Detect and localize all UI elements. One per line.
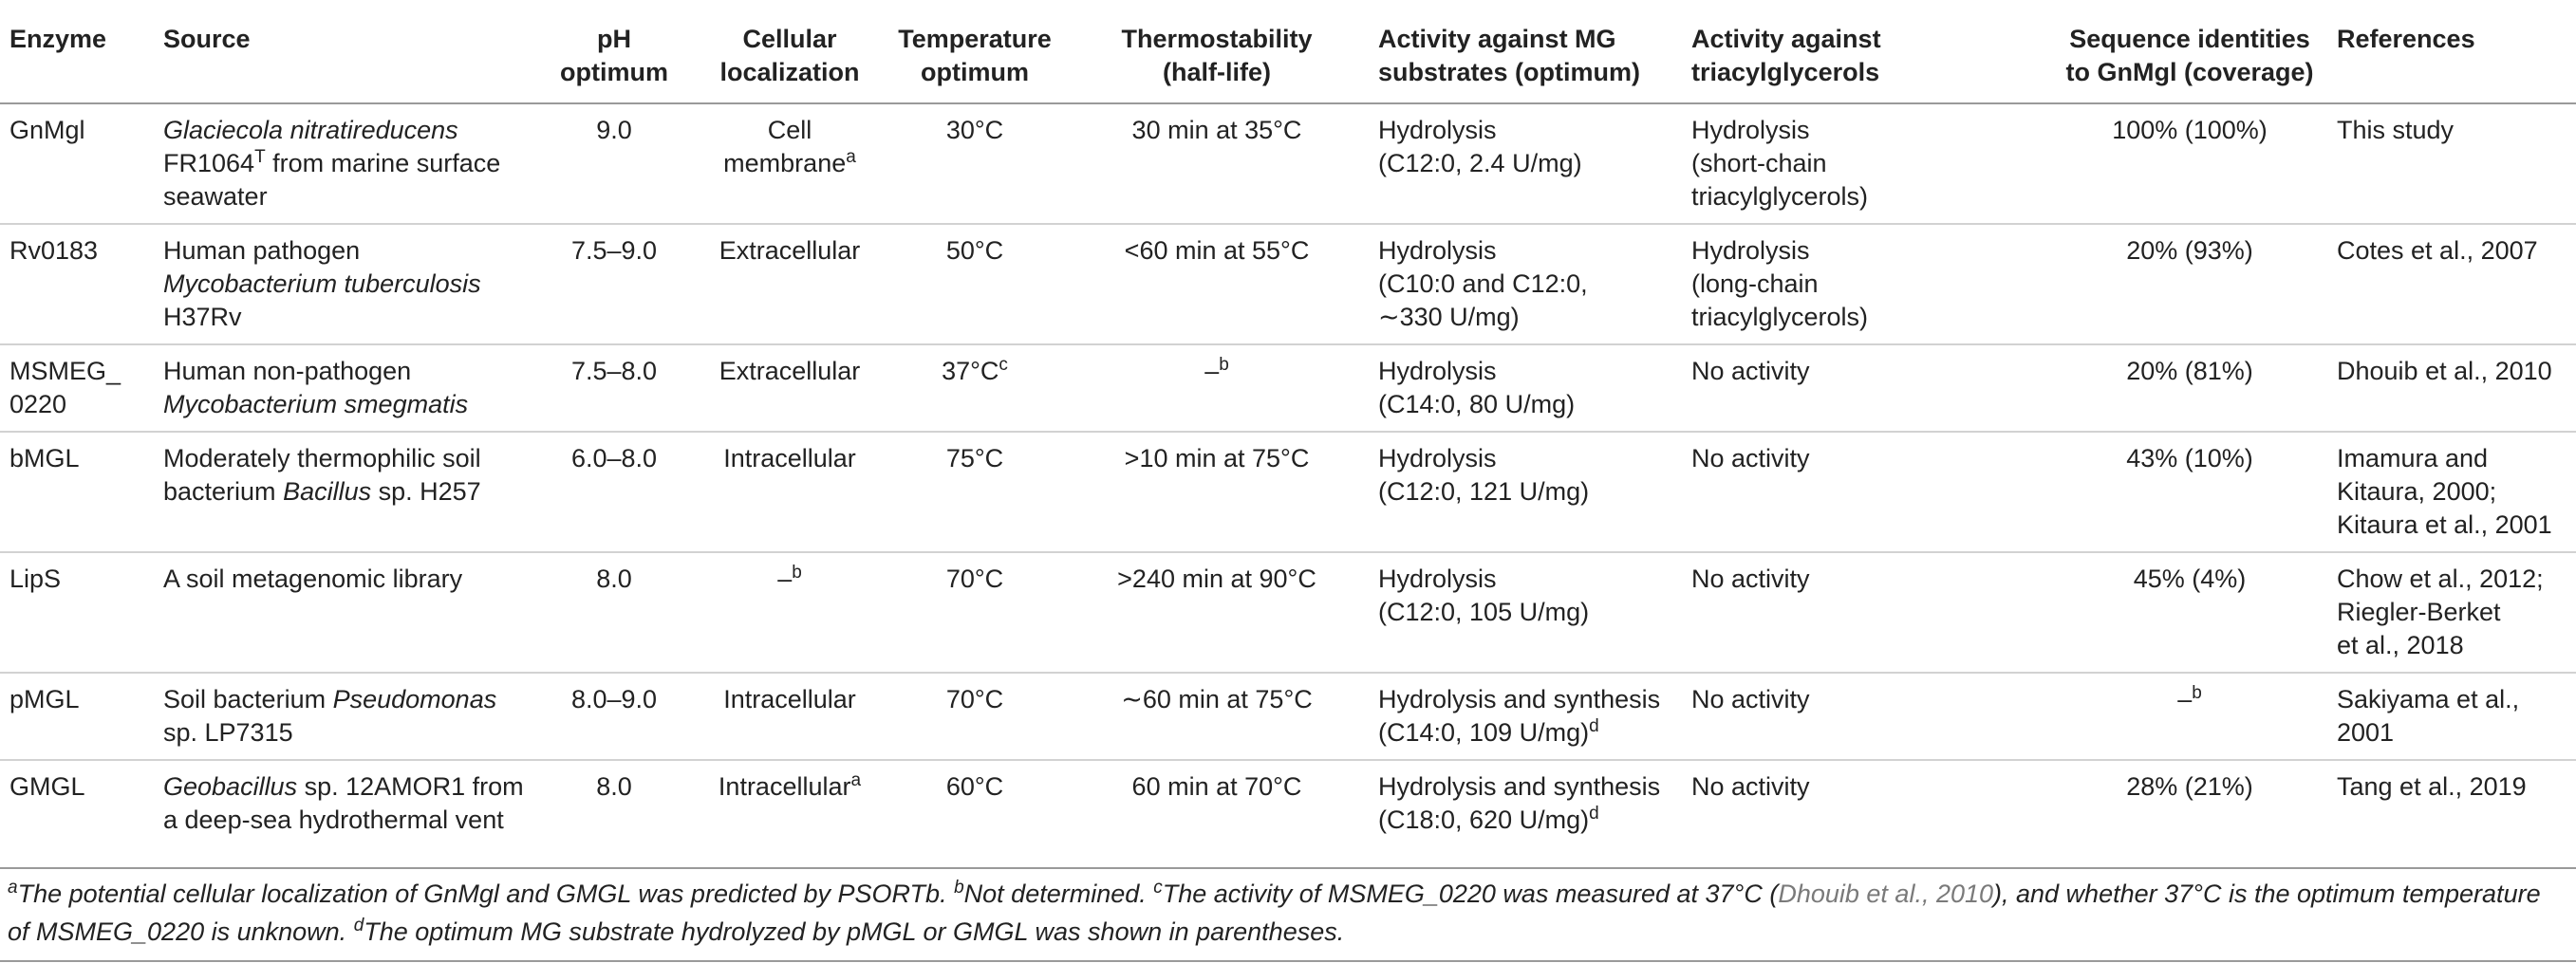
header-mg-activity: Activity against MG substrates (optimum): [1378, 25, 1641, 86]
cell-localization: Extracellular: [719, 236, 861, 265]
table-footnote: aThe potential cellular localization of …: [0, 867, 2576, 962]
cell-tag-activity: No activity: [1691, 772, 1810, 801]
cell-thermostability: ∼60 min at 75°C: [1121, 685, 1313, 713]
cell-thermostability: 60 min at 70°C: [1131, 772, 1302, 801]
cell-source: Glaciecola nitratireducens FR1064T from m…: [163, 116, 501, 211]
cell-localization: Intracellular: [723, 685, 856, 713]
cell-thermostability: 30 min at 35°C: [1131, 116, 1302, 144]
cell-temperature: 30°C: [945, 116, 1004, 144]
cell-temperature: 60°C: [945, 772, 1004, 801]
table-row: GnMgl Glaciecola nitratireducens FR1064T …: [0, 103, 2576, 224]
cell-ph: 7.5–8.0: [570, 357, 658, 385]
cell-source: Moderately thermophilic soil bacterium B…: [163, 444, 481, 506]
header-ph-optimum: pH optimum: [560, 25, 668, 86]
cell-ph: 9.0: [596, 116, 632, 144]
cell-sequence-identity: 100% (100%): [2112, 116, 2268, 144]
header-temperature-optimum: Temperature optimum: [898, 25, 1052, 86]
cell-tag-activity: Hydrolysis (long-chain triacylglycerols): [1691, 236, 1869, 331]
cell-reference: Dhouib et al., 2010: [2337, 357, 2552, 385]
cell-sequence-identity: 20% (93%): [2126, 236, 2253, 265]
cell-mg-activity: Hydrolysis (C10:0 and C12:0, ∼330 U/mg): [1378, 236, 1588, 331]
cell-thermostability: >240 min at 90°C: [1117, 565, 1316, 593]
cell-source: Geobacillus sp. 12AMOR1 from a deep-sea …: [163, 772, 524, 834]
cell-temperature: 37°Cc: [942, 355, 1008, 385]
cell-sequence-identity: 20% (81%): [2126, 357, 2253, 385]
cell-localization: Cell membranea: [723, 116, 856, 177]
cell-mg-activity: Hydrolysis (C14:0, 80 U/mg): [1378, 357, 1576, 418]
cell-tag-activity: No activity: [1691, 444, 1810, 472]
cell-mg-activity: Hydrolysis (C12:0, 2.4 U/mg): [1378, 116, 1582, 177]
cell-reference: Imamura and Kitaura, 2000; Kitaura et al…: [2337, 444, 2552, 539]
header-references: References: [2337, 25, 2475, 53]
cell-enzyme: GMGL: [9, 772, 85, 801]
cell-reference: Tang et al., 2019: [2337, 772, 2527, 801]
data-table: Enzyme Source pH optimum Cellular locali…: [0, 9, 2576, 846]
cell-enzyme: MSMEG_ 0220: [9, 357, 121, 418]
cell-temperature: 70°C: [945, 565, 1004, 593]
table-row: MSMEG_ 0220 Human non-pathogen Mycobacter…: [0, 344, 2576, 432]
cell-thermostability: >10 min at 75°C: [1124, 444, 1310, 472]
cell-enzyme: bMGL: [9, 444, 80, 472]
header-source: Source: [163, 25, 251, 53]
cell-thermostability: –b: [1204, 355, 1229, 385]
cell-localization: Intracellular: [723, 444, 856, 472]
header-enzyme: Enzyme: [9, 25, 107, 53]
cell-ph: 8.0–9.0: [570, 685, 658, 713]
table-row: GMGL Geobacillus sp. 12AMOR1 from a deep…: [0, 760, 2576, 846]
cell-mg-activity: Hydrolysis and synthesis (C18:0, 620 U/m…: [1378, 772, 1661, 834]
cell-enzyme: Rv0183: [9, 236, 99, 265]
cell-thermostability: <60 min at 55°C: [1124, 236, 1310, 265]
cell-source: A soil metagenomic library: [163, 565, 463, 593]
cell-ph: 6.0–8.0: [570, 444, 658, 472]
cell-mg-activity: Hydrolysis (C12:0, 105 U/mg): [1378, 565, 1590, 626]
cell-tag-activity: No activity: [1691, 565, 1810, 593]
header-cellular-localization: Cellular localization: [719, 25, 860, 86]
cell-sequence-identity: –b: [2177, 683, 2202, 713]
cell-ph: 8.0: [596, 772, 632, 801]
cell-source: Soil bacterium Pseudomonas sp. LP7315: [163, 685, 497, 747]
cell-mg-activity: Hydrolysis and synthesis (C14:0, 109 U/m…: [1378, 685, 1661, 747]
cell-reference: Chow et al., 2012; Riegler-Berket et al.…: [2337, 565, 2544, 659]
cell-tag-activity: Hydrolysis (short-chain triacylglycerols…: [1691, 116, 1869, 211]
cell-temperature: 70°C: [945, 685, 1004, 713]
cell-localization: Intracellulara: [718, 770, 862, 801]
cell-localization: –b: [777, 563, 802, 593]
table-row: LipS A soil metagenomic library 8.0 –b 7…: [0, 552, 2576, 673]
cell-ph: 8.0: [596, 565, 632, 593]
header-thermostability: Thermostability (half-life): [1121, 25, 1313, 86]
table-row: Rv0183 Human pathogen Mycobacterium tuber…: [0, 224, 2576, 344]
table-row: bMGL Moderately thermophilic soil bacter…: [0, 432, 2576, 552]
cell-sequence-identity: 43% (10%): [2126, 444, 2253, 472]
footnote-citation-link[interactable]: Dhouib et al., 2010: [1778, 880, 1994, 908]
cell-sequence-identity: 45% (4%): [2133, 565, 2247, 593]
table-header: Enzyme Source pH optimum Cellular locali…: [0, 9, 2576, 103]
header-sequence-identity: Sequence identities to GnMgl (coverage): [2065, 25, 2314, 86]
cell-temperature: 50°C: [945, 236, 1004, 265]
cell-temperature: 75°C: [945, 444, 1004, 472]
cell-mg-activity: Hydrolysis (C12:0, 121 U/mg): [1378, 444, 1590, 506]
cell-source: Human non-pathogen Mycobacterium smegmati…: [163, 357, 469, 418]
table-row: pMGL Soil bacterium Pseudomonas sp. LP731…: [0, 673, 2576, 760]
cell-reference: Sakiyama et al., 2001: [2337, 685, 2520, 747]
cell-ph: 7.5–9.0: [570, 236, 658, 265]
header-tag-activity: Activity against triacylglycerols: [1691, 25, 1881, 86]
cell-enzyme: pMGL: [9, 685, 80, 713]
cell-localization: Extracellular: [719, 357, 861, 385]
cell-reference: This study: [2337, 116, 2455, 144]
cell-source: Human pathogen Mycobacterium tuberculosis…: [163, 236, 481, 331]
cell-enzyme: LipS: [9, 565, 62, 593]
cell-enzyme: GnMgl: [9, 116, 85, 144]
cell-sequence-identity: 28% (21%): [2126, 772, 2253, 801]
cell-reference: Cotes et al., 2007: [2337, 236, 2538, 265]
cell-tag-activity: No activity: [1691, 685, 1810, 713]
cell-tag-activity: No activity: [1691, 357, 1810, 385]
